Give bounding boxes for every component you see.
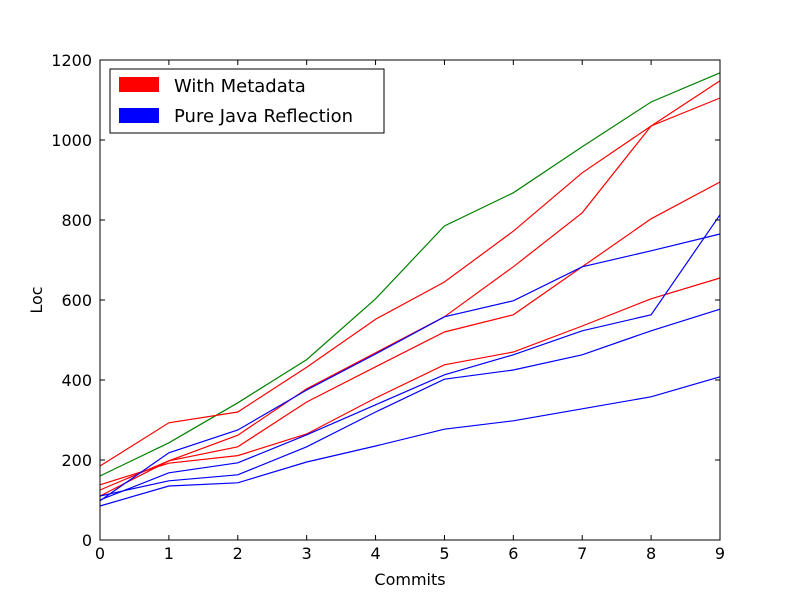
series-line-8 [99, 376, 721, 507]
x-tick-label: 8 [646, 544, 656, 563]
series-line-4 [99, 277, 721, 486]
y-axis-title: Loc [27, 286, 46, 313]
legend-swatch-with-metadata [119, 77, 159, 92]
y-tick-label: 1200 [51, 51, 92, 70]
x-tick-label: 9 [715, 544, 725, 563]
ticks-layer: 0 1 2 3 4 5 6 7 8 9 0 200 400 600 800 1000 1200 [51, 51, 725, 563]
legend: With Metadata Pure Java Reflection [109, 68, 385, 134]
x-tick-label: 0 [95, 544, 105, 563]
x-tick-label: 6 [508, 544, 518, 563]
x-tick-label: 1 [164, 544, 174, 563]
y-tick-label: 0 [82, 531, 92, 550]
x-axis-title: Commits [374, 570, 445, 589]
y-tick-label: 800 [61, 211, 92, 230]
x-tick-label: 7 [577, 544, 587, 563]
x-tick-label: 4 [370, 544, 380, 563]
series-line-7 [99, 308, 721, 497]
series-line-0 [99, 72, 721, 477]
y-tick-label: 600 [61, 291, 92, 310]
y-tick-label: 200 [61, 451, 92, 470]
series-line-5 [99, 233, 721, 502]
series-line-6 [99, 214, 721, 501]
y-tick-label: 1000 [51, 131, 92, 150]
series-line-3 [99, 181, 721, 497]
legend-swatch-pure-java-reflection [119, 108, 159, 123]
y-tick-label: 400 [61, 371, 92, 390]
x-tick-label: 2 [233, 544, 243, 563]
x-tick-label: 3 [302, 544, 312, 563]
legend-label-with-metadata: With Metadata [174, 76, 306, 97]
x-tick-label: 5 [439, 544, 449, 563]
series-layer [99, 72, 721, 507]
legend-label-pure-java-reflection: Pure Java Reflection [174, 106, 353, 127]
series-line-1 [99, 80, 721, 467]
